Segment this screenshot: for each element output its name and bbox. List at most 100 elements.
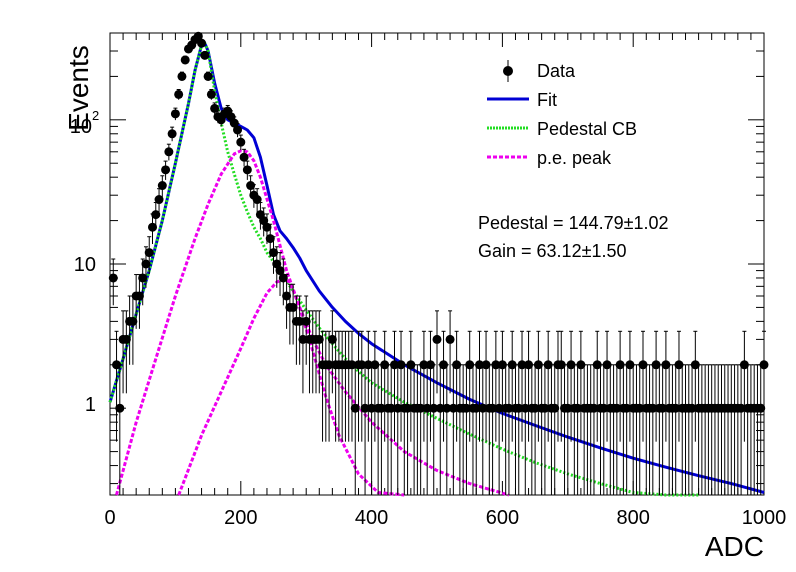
- data-point: [229, 118, 239, 128]
- data-point: [386, 403, 396, 413]
- series-layer: [108, 31, 769, 497]
- data-point: [197, 38, 207, 48]
- data-point: [478, 403, 488, 413]
- y-axis-title: Events: [63, 45, 94, 131]
- pe-peak-curve: [115, 149, 510, 497]
- data-point: [550, 403, 560, 413]
- data-point: [128, 316, 138, 326]
- data-point: [314, 334, 324, 344]
- data-point: [193, 31, 203, 41]
- data-point: [674, 360, 684, 370]
- data-point: [736, 403, 746, 413]
- data-point: [246, 181, 256, 191]
- data-point: [612, 403, 622, 413]
- data-point: [200, 50, 210, 60]
- legend-label-pe-peak: p.e. peak: [537, 148, 612, 168]
- data-point: [363, 360, 373, 370]
- x-tick-label: 200: [224, 507, 257, 529]
- data-point: [756, 403, 766, 413]
- x-tick-labels: 0 200 400 600 800 1000: [104, 507, 786, 529]
- data-point: [416, 403, 426, 413]
- data-point: [301, 316, 311, 326]
- data-point: [625, 360, 635, 370]
- pedestal-error: 1.02: [634, 213, 669, 233]
- data-point: [471, 403, 481, 413]
- data-points: [108, 31, 769, 495]
- gain-result: Gain = 63.12±1.50: [478, 241, 627, 261]
- data-point: [236, 137, 246, 147]
- data-point: [461, 403, 471, 413]
- legend-marker-data: [503, 66, 513, 76]
- data-point: [180, 55, 190, 65]
- data-point: [452, 360, 462, 370]
- data-point: [164, 147, 174, 157]
- data-point: [425, 360, 435, 370]
- y-tick-label-1: 1: [85, 394, 96, 416]
- data-point: [520, 403, 530, 413]
- data-point: [445, 334, 455, 344]
- data-point: [380, 360, 390, 370]
- data-point: [350, 403, 360, 413]
- data-point: [488, 403, 498, 413]
- data-point: [422, 403, 432, 413]
- data-point: [592, 360, 602, 370]
- legend-label-data: Data: [537, 61, 576, 81]
- y-tick-label-100-exponent: 2: [92, 108, 99, 123]
- data-point: [671, 403, 681, 413]
- data-point: [203, 71, 213, 81]
- data-point: [252, 195, 262, 205]
- data-point: [295, 316, 305, 326]
- gain-pm: ±: [582, 241, 592, 261]
- data-point: [151, 210, 161, 220]
- data-point: [298, 334, 308, 344]
- data-point: [121, 334, 131, 344]
- data-point: [543, 360, 553, 370]
- data-point: [651, 360, 661, 370]
- legend-item-fit: Fit: [487, 90, 557, 110]
- data-point: [524, 360, 534, 370]
- y-tick-label-10: 10: [74, 254, 96, 276]
- data-point: [442, 403, 452, 413]
- gain-error: 1.50: [591, 241, 626, 261]
- data-point: [566, 360, 576, 370]
- data-point: [658, 403, 668, 413]
- data-point: [556, 360, 566, 370]
- data-point: [491, 360, 501, 370]
- x-tick-label: 800: [617, 507, 650, 529]
- data-point: [429, 403, 439, 413]
- data-point: [759, 360, 769, 370]
- data-point: [514, 403, 524, 413]
- data-point: [739, 360, 749, 370]
- data-point: [533, 360, 543, 370]
- legend: Data Fit Pedestal CB p.e. peak: [487, 60, 637, 168]
- legend-label-fit: Fit: [537, 90, 557, 110]
- data-point: [327, 334, 337, 344]
- legend-item-data: Data: [503, 60, 576, 82]
- data-point: [269, 248, 278, 258]
- data-point: [573, 403, 583, 413]
- data-point: [360, 403, 370, 413]
- x-tick-label: 600: [486, 507, 519, 529]
- data-point: [439, 360, 449, 370]
- data-point: [278, 273, 288, 283]
- y-tick-label-100-base: 10: [70, 116, 92, 138]
- data-point: [239, 152, 249, 162]
- data-point: [370, 360, 380, 370]
- data-point: [432, 334, 442, 344]
- data-point: [174, 89, 184, 99]
- data-point: [465, 360, 475, 370]
- data-point: [177, 71, 187, 81]
- data-point: [347, 360, 357, 370]
- data-point: [148, 222, 158, 232]
- data-point: [622, 403, 632, 413]
- legend-item-pe-peak: p.e. peak: [487, 148, 612, 168]
- pedestal-cb-curve: [108, 41, 699, 497]
- pedestal-pm: ±: [624, 213, 634, 233]
- data-point: [357, 360, 367, 370]
- data-point: [288, 302, 298, 312]
- data-point: [419, 360, 429, 370]
- fit-results: Pedestal = 144.79±1.02 Gain = 63.12±1.50: [478, 213, 669, 261]
- y-tick-labels: 1 10 10 2: [70, 108, 99, 416]
- data-point: [275, 266, 285, 276]
- data-point: [170, 109, 180, 119]
